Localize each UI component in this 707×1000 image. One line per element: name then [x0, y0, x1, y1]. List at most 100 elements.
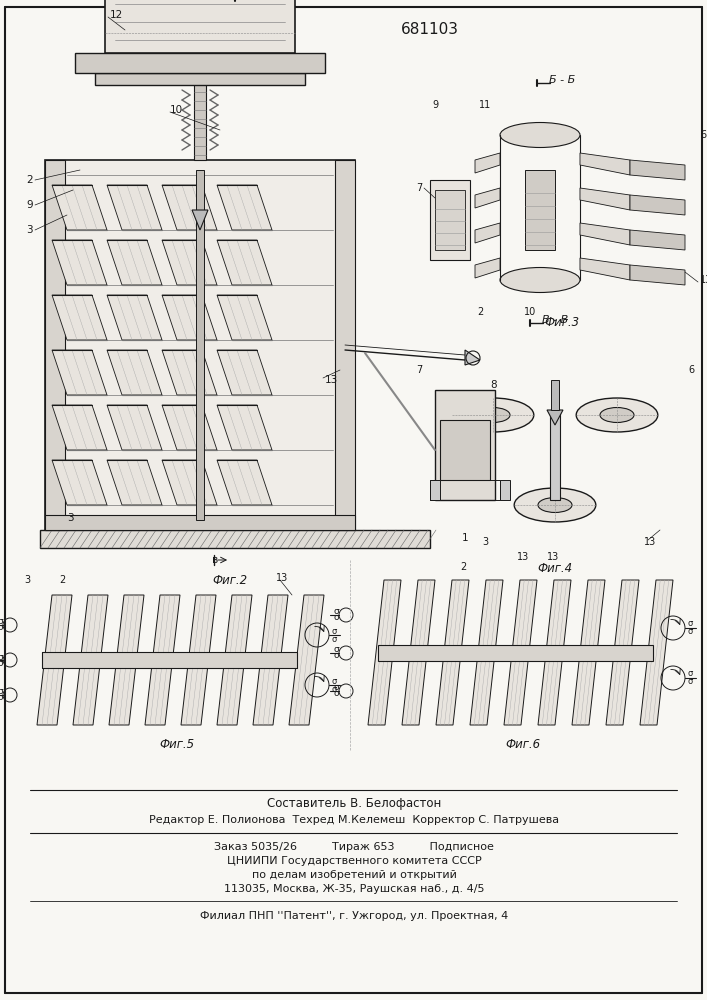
Polygon shape: [475, 258, 500, 278]
Polygon shape: [162, 405, 217, 450]
Text: Фиг.3: Фиг.3: [544, 316, 580, 328]
Bar: [525, 170, 555, 250]
Polygon shape: [162, 185, 217, 230]
Polygon shape: [52, 405, 107, 450]
Bar: [335, 160, 355, 530]
Polygon shape: [192, 210, 208, 230]
Ellipse shape: [600, 408, 634, 422]
Text: 2: 2: [477, 307, 483, 317]
Polygon shape: [580, 223, 630, 245]
Text: σ: σ: [333, 684, 339, 692]
Polygon shape: [572, 580, 605, 725]
Polygon shape: [465, 350, 480, 365]
Polygon shape: [538, 580, 571, 725]
Bar: [40, 530, 430, 548]
Polygon shape: [580, 258, 630, 280]
Bar: [194, 80, 206, 160]
Polygon shape: [630, 195, 685, 215]
Polygon shape: [52, 460, 107, 505]
Text: Составитель В. Белофастон: Составитель В. Белофастон: [267, 798, 441, 810]
Polygon shape: [181, 595, 216, 725]
Polygon shape: [217, 295, 272, 340]
Text: σ: σ: [333, 613, 339, 622]
Bar: [45, 160, 65, 530]
Text: Б - Б: Б - Б: [549, 75, 575, 85]
Ellipse shape: [500, 122, 580, 147]
Polygon shape: [52, 185, 107, 230]
Polygon shape: [630, 265, 685, 285]
Polygon shape: [368, 580, 401, 725]
Ellipse shape: [500, 267, 580, 292]
Polygon shape: [217, 405, 272, 450]
Polygon shape: [107, 295, 162, 340]
Bar: [430, 480, 440, 500]
Bar: [105, 0, 295, 53]
Text: 13: 13: [325, 375, 338, 385]
Text: σ: σ: [687, 678, 693, 686]
Polygon shape: [217, 595, 252, 725]
Text: σ: σ: [333, 646, 339, 654]
Text: 2: 2: [59, 575, 65, 585]
Text: σ: σ: [332, 626, 337, 636]
Polygon shape: [217, 460, 272, 505]
Polygon shape: [162, 350, 217, 395]
Polygon shape: [504, 580, 537, 725]
Text: Фиг.6: Фиг.6: [506, 738, 541, 752]
Bar: [430, 480, 500, 500]
Polygon shape: [52, 350, 107, 395]
Polygon shape: [52, 295, 107, 340]
Text: 113035, Москва, Ж-35, Раушская наб., д. 4/5: 113035, Москва, Ж-35, Раушская наб., д. …: [223, 884, 484, 894]
Polygon shape: [606, 580, 639, 725]
Text: 9: 9: [432, 100, 438, 110]
Polygon shape: [162, 460, 217, 505]
Polygon shape: [217, 350, 272, 395]
Polygon shape: [436, 580, 469, 725]
Text: Фиг.2: Фиг.2: [212, 574, 247, 586]
Text: σ: σ: [332, 676, 337, 686]
Text: 3: 3: [26, 225, 33, 235]
Polygon shape: [289, 595, 324, 725]
Polygon shape: [73, 595, 108, 725]
Text: 10: 10: [170, 105, 183, 115]
Text: Филиал ПНП ''Патент'', г. Ужгород, ул. Проектная, 4: Филиал ПНП ''Патент'', г. Ужгород, ул. П…: [200, 911, 508, 921]
Text: Фиг.5: Фиг.5: [160, 738, 194, 752]
Text: 11: 11: [479, 100, 491, 110]
Text: 6: 6: [700, 130, 706, 140]
Bar: [196, 170, 204, 520]
Polygon shape: [475, 188, 500, 208]
Bar: [435, 190, 465, 250]
Text: σ: σ: [0, 617, 3, 626]
Text: 7: 7: [416, 183, 422, 193]
Ellipse shape: [452, 398, 534, 432]
Text: σ: σ: [0, 694, 3, 702]
Ellipse shape: [576, 398, 658, 432]
Text: ЦНИИПИ Государственного комитета СССР: ЦНИИПИ Государственного комитета СССР: [227, 856, 481, 866]
Text: 13: 13: [644, 537, 656, 547]
Polygon shape: [52, 240, 107, 285]
Text: 13: 13: [547, 552, 559, 562]
Text: σ: σ: [0, 652, 3, 662]
Polygon shape: [630, 230, 685, 250]
Polygon shape: [107, 405, 162, 450]
Polygon shape: [107, 185, 162, 230]
Polygon shape: [475, 153, 500, 173]
Text: σ: σ: [0, 688, 3, 696]
Text: в: в: [212, 555, 218, 565]
Text: 12: 12: [110, 10, 123, 20]
Text: 3: 3: [24, 575, 30, 585]
Text: Редактор Е. Полионова  Техред М.Келемеш  Корректор С. Патрушева: Редактор Е. Полионова Техред М.Келемеш К…: [149, 815, 559, 825]
Text: 13: 13: [700, 275, 707, 285]
Polygon shape: [470, 580, 503, 725]
Polygon shape: [162, 240, 217, 285]
Text: σ: σ: [687, 670, 693, 678]
Ellipse shape: [538, 498, 572, 512]
Ellipse shape: [455, 435, 475, 465]
Polygon shape: [217, 240, 272, 285]
Polygon shape: [630, 160, 685, 180]
Bar: [95, 73, 305, 85]
Polygon shape: [107, 460, 162, 505]
Polygon shape: [107, 240, 162, 285]
Text: 681103: 681103: [401, 22, 459, 37]
Bar: [45, 160, 355, 530]
Polygon shape: [402, 580, 435, 725]
